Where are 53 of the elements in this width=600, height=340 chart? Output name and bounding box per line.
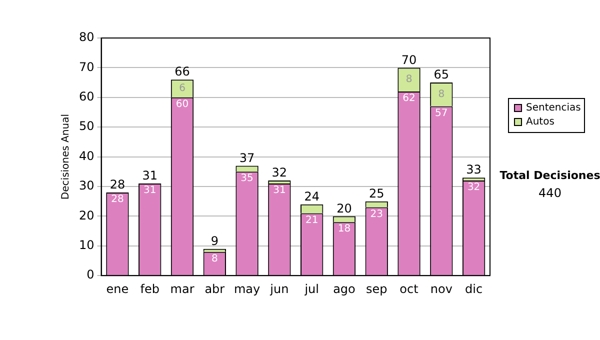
- x-tick-label: ene: [106, 282, 129, 296]
- data-label: 18: [338, 224, 351, 235]
- data-label: 8: [438, 89, 445, 100]
- data-label: 31: [143, 185, 156, 196]
- x-tick-label: jul: [304, 282, 319, 296]
- data-label: 62: [402, 93, 416, 104]
- y-tick-label: 20: [78, 208, 94, 222]
- data-label: 8: [406, 74, 412, 86]
- x-tick-label: sep: [366, 282, 388, 296]
- total-label: 20: [336, 201, 352, 216]
- x-tick-label: dic: [465, 282, 483, 296]
- x-tick-label: oct: [400, 282, 419, 296]
- y-axis-title: Decisiones Anual: [60, 114, 72, 200]
- data-label: 60: [176, 98, 189, 110]
- legend-label: Sentencias: [526, 102, 581, 114]
- x-tick-label: abr: [204, 282, 225, 296]
- total-label: 37: [239, 150, 255, 165]
- x-tick-label: ago: [333, 282, 356, 296]
- total-label: 9: [210, 234, 218, 248]
- data-label: 57: [435, 108, 448, 119]
- data-label: 21: [305, 214, 318, 226]
- legend-label: Autos: [526, 116, 554, 128]
- x-tick-label: mar: [170, 282, 194, 296]
- total-label: 25: [368, 186, 384, 200]
- total-label: 33: [466, 162, 482, 177]
- total-label: 32: [272, 166, 288, 180]
- text: Total Decisiones: [500, 168, 600, 182]
- y-tick-label: 80: [78, 30, 94, 44]
- total-label: 70: [401, 52, 417, 67]
- data-label: 28: [111, 194, 124, 206]
- y-tick-label: 0: [86, 268, 94, 282]
- data-label: 6: [179, 83, 186, 94]
- data-label: 8: [211, 253, 218, 264]
- y-tick-label: 40: [78, 148, 94, 163]
- y-tick-label: 10: [78, 238, 94, 252]
- total-label: 65: [434, 68, 450, 82]
- x-tick-label: may: [234, 282, 260, 296]
- data-label: 31: [273, 185, 286, 196]
- x-tick-label: jun: [269, 282, 289, 296]
- y-tick-label: 30: [78, 178, 94, 193]
- data-label: 32: [467, 182, 480, 194]
- data-label: 23: [370, 208, 383, 220]
- y-tick-label: 50: [78, 119, 94, 134]
- data-label: 35: [240, 173, 254, 184]
- y-tick-label: 70: [78, 60, 94, 74]
- y-tick-label: 60: [78, 90, 94, 104]
- total-label: 66: [174, 64, 190, 79]
- total-label: 24: [304, 189, 320, 204]
- x-tick-label: feb: [140, 282, 160, 296]
- total-label: 31: [142, 168, 158, 183]
- x-tick-label: nov: [430, 282, 452, 296]
- text: 440: [538, 186, 562, 200]
- total-label: 28: [110, 178, 126, 192]
